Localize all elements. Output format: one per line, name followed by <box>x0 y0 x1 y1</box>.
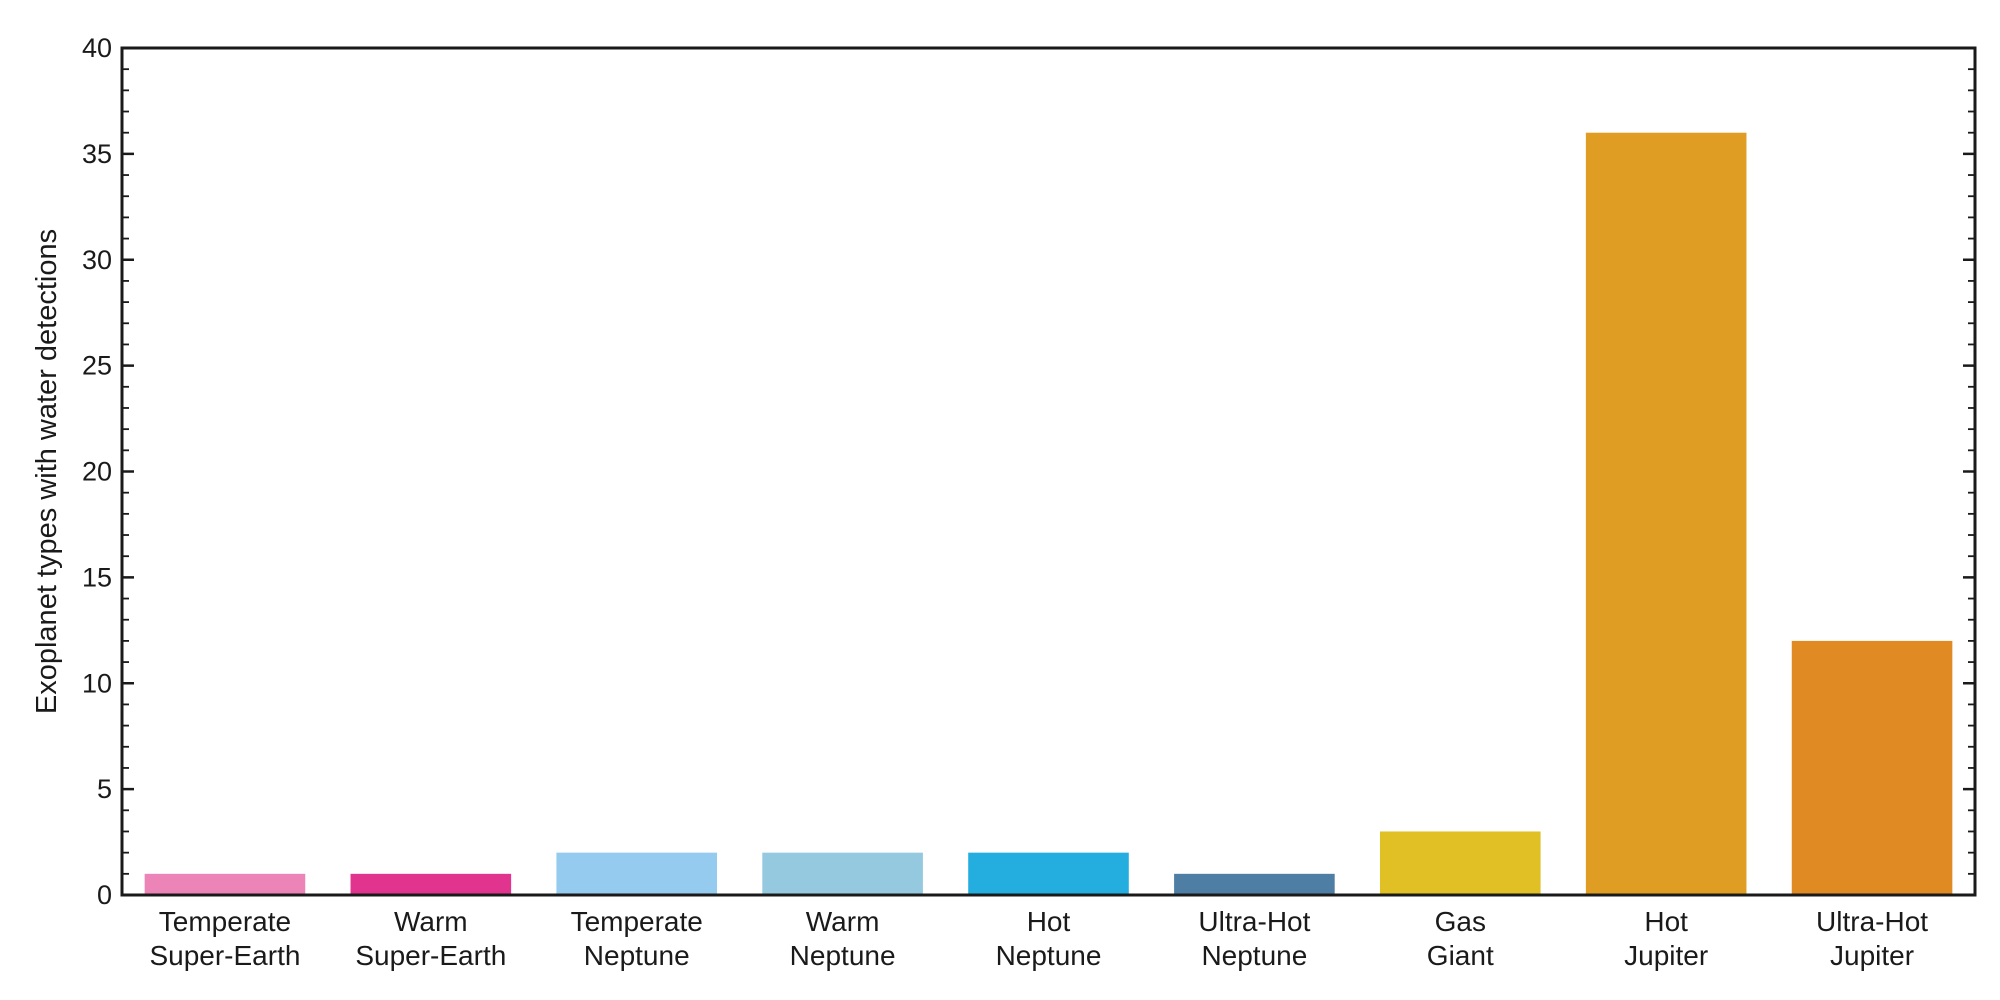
bar <box>1791 640 1953 894</box>
y-tick-label: 20 <box>82 457 112 487</box>
x-category-label: Super-Earth <box>149 940 300 971</box>
y-tick-label: 30 <box>82 245 112 275</box>
x-category-label: Neptune <box>996 940 1102 971</box>
x-category-label: Gas <box>1435 906 1486 937</box>
bars <box>144 132 1953 894</box>
x-category-label: Hot <box>1644 906 1688 937</box>
x-category-label: Temperate <box>571 906 703 937</box>
category-labels: TemperateSuper-EarthWarmSuper-EarthTempe… <box>149 906 1928 971</box>
x-category-label: Giant <box>1427 940 1494 971</box>
x-category-label: Neptune <box>584 940 690 971</box>
y-tick-label: 25 <box>82 351 112 381</box>
bar <box>1585 132 1747 894</box>
y-tick-label: 5 <box>97 774 112 804</box>
y-tick-label: 0 <box>97 880 112 910</box>
x-category-label: Neptune <box>790 940 896 971</box>
x-category-label: Ultra-Hot <box>1198 906 1310 937</box>
plot-frame <box>120 46 1977 897</box>
x-category-label: Jupiter <box>1624 940 1708 971</box>
y-axis-title: Exoplanet types with water detections <box>31 229 63 714</box>
y-tick-label: 10 <box>82 668 112 698</box>
x-category-label: Temperate <box>159 906 291 937</box>
bar <box>762 852 923 894</box>
y-tick-label: 40 <box>82 33 112 63</box>
bar <box>1174 873 1335 894</box>
x-category-label: Warm <box>394 906 468 937</box>
x-category-label: Super-Earth <box>355 940 506 971</box>
bar <box>144 873 306 894</box>
x-category-label: Warm <box>806 906 880 937</box>
bar <box>556 852 718 894</box>
y-tick-label: 15 <box>82 562 112 592</box>
bar <box>968 852 1129 894</box>
x-category-label: Neptune <box>1201 940 1307 971</box>
x-category-label: Ultra-Hot <box>1816 906 1928 937</box>
x-category-label: Jupiter <box>1830 940 1914 971</box>
y-axis-ticks: 0 5 10 15 20 25 30 35 40 <box>82 33 1975 910</box>
bar <box>1379 831 1541 894</box>
y-tick-label: 35 <box>82 139 112 169</box>
bar <box>350 873 512 894</box>
x-category-label: Hot <box>1027 906 1071 937</box>
